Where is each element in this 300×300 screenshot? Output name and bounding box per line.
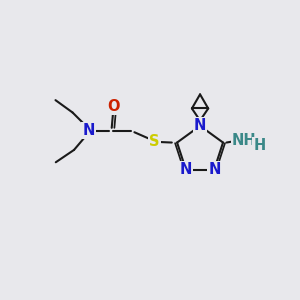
Text: S: S [149,134,159,149]
Text: O: O [107,99,119,114]
Text: H: H [254,138,266,153]
Text: N: N [208,162,221,177]
Text: N: N [194,118,206,134]
Text: NH: NH [232,133,256,148]
Text: N: N [82,123,95,138]
Text: N: N [180,162,192,177]
